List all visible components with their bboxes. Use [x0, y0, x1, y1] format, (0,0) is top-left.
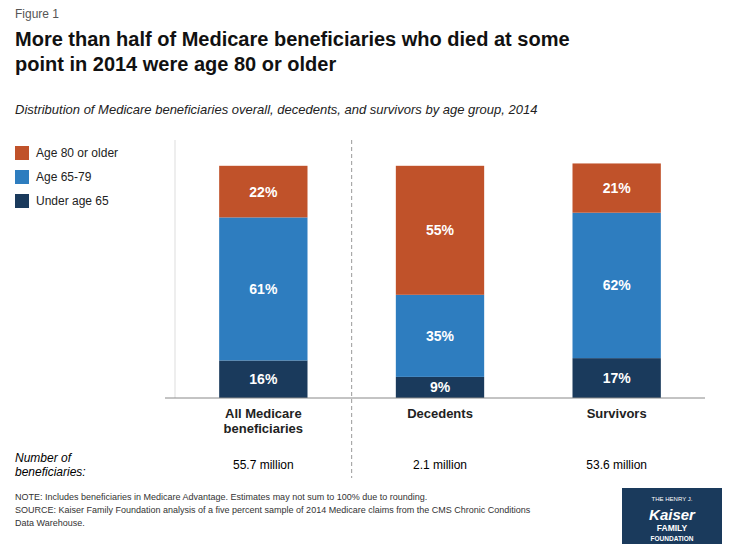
legend-label: Under age 65 [36, 194, 109, 208]
x-tick-label: Survivors [587, 406, 647, 421]
count-value: 55.7 million [233, 458, 294, 472]
count-label: Number ofbeneficiaries: [15, 451, 86, 479]
data-label: 9% [430, 379, 451, 395]
title-line: point in 2014 were age 80 or older [15, 53, 336, 75]
subtitle: Distribution of Medicare beneficiaries o… [15, 102, 537, 117]
bar-segment [219, 360, 307, 398]
bar-segment [219, 217, 307, 360]
legend-swatch [15, 170, 29, 184]
x-tick-label-line: beneficiaries [224, 421, 304, 436]
x-axis-line [165, 398, 705, 399]
count-label-line: beneficiaries: [15, 465, 86, 479]
x-tick-label: Decedents [407, 406, 473, 421]
bar-segment [573, 163, 661, 212]
logo: THE HENRY J. KaiserFAMILY FOUNDATION [622, 488, 722, 544]
legend-swatch [15, 146, 29, 160]
data-labels: 16% 9% 17% 61% 35% 62% 22% 55% 21% [249, 180, 631, 395]
x-tick-label: All Medicarebeneficiaries [224, 406, 304, 436]
count-value: 53.6 million [586, 458, 647, 472]
data-label: 21% [603, 180, 632, 196]
data-label: 55% [426, 222, 455, 238]
data-label: 35% [426, 328, 455, 344]
x-tick-label-line: Survivors [587, 406, 647, 421]
logo-text: FAMILY [657, 523, 688, 533]
chart: Figure 1 More than half of Medicare benef… [0, 0, 735, 551]
note-line: Data Warehouse. [15, 518, 85, 528]
logo-text: THE HENRY J. [652, 496, 693, 502]
legend-label: Age 80 or older [36, 146, 118, 160]
legend: Age 80 or older Age 65-79 Under age 65 [15, 146, 118, 208]
figure-label-line: Figure 1 [15, 7, 59, 21]
note: NOTE: Includes beneficiaries in Medicare… [15, 492, 531, 528]
legend-label: Age 65-79 [36, 170, 92, 184]
subtitle-line: Distribution of Medicare beneficiaries o… [15, 102, 537, 117]
title: More than half of Medicare beneficiaries… [15, 28, 570, 75]
count-label-line: Number of [15, 451, 73, 465]
data-label: 17% [603, 370, 632, 386]
count-value: 2.1 million [413, 458, 467, 472]
bar-segment [573, 358, 661, 398]
group-divider [351, 140, 352, 478]
x-tick-label-line: Decedents [407, 406, 473, 421]
bars [219, 163, 661, 398]
y-axis-line [175, 140, 176, 398]
note-line: SOURCE: Kaiser Family Foundation analysi… [15, 505, 531, 515]
data-label: 16% [249, 371, 278, 387]
x-tick-label-line: All Medicare [225, 406, 302, 421]
bar-segment [573, 213, 661, 358]
data-label: 62% [603, 277, 632, 293]
data-label: 61% [249, 281, 278, 297]
legend-swatch [15, 194, 29, 208]
logo-text: FOUNDATION [651, 535, 694, 542]
data-label: 22% [249, 184, 278, 200]
note-line: NOTE: Includes beneficiaries in Medicare… [15, 492, 427, 502]
bar-segment [396, 295, 484, 377]
logo-text: Kaiser [649, 506, 696, 523]
figure-label: Figure 1 [15, 7, 59, 21]
bar-segment [396, 377, 484, 398]
bar-segment [219, 166, 307, 218]
bar-segment [396, 166, 484, 295]
title-line: More than half of Medicare beneficiaries… [15, 28, 570, 50]
logo-box [622, 488, 722, 544]
